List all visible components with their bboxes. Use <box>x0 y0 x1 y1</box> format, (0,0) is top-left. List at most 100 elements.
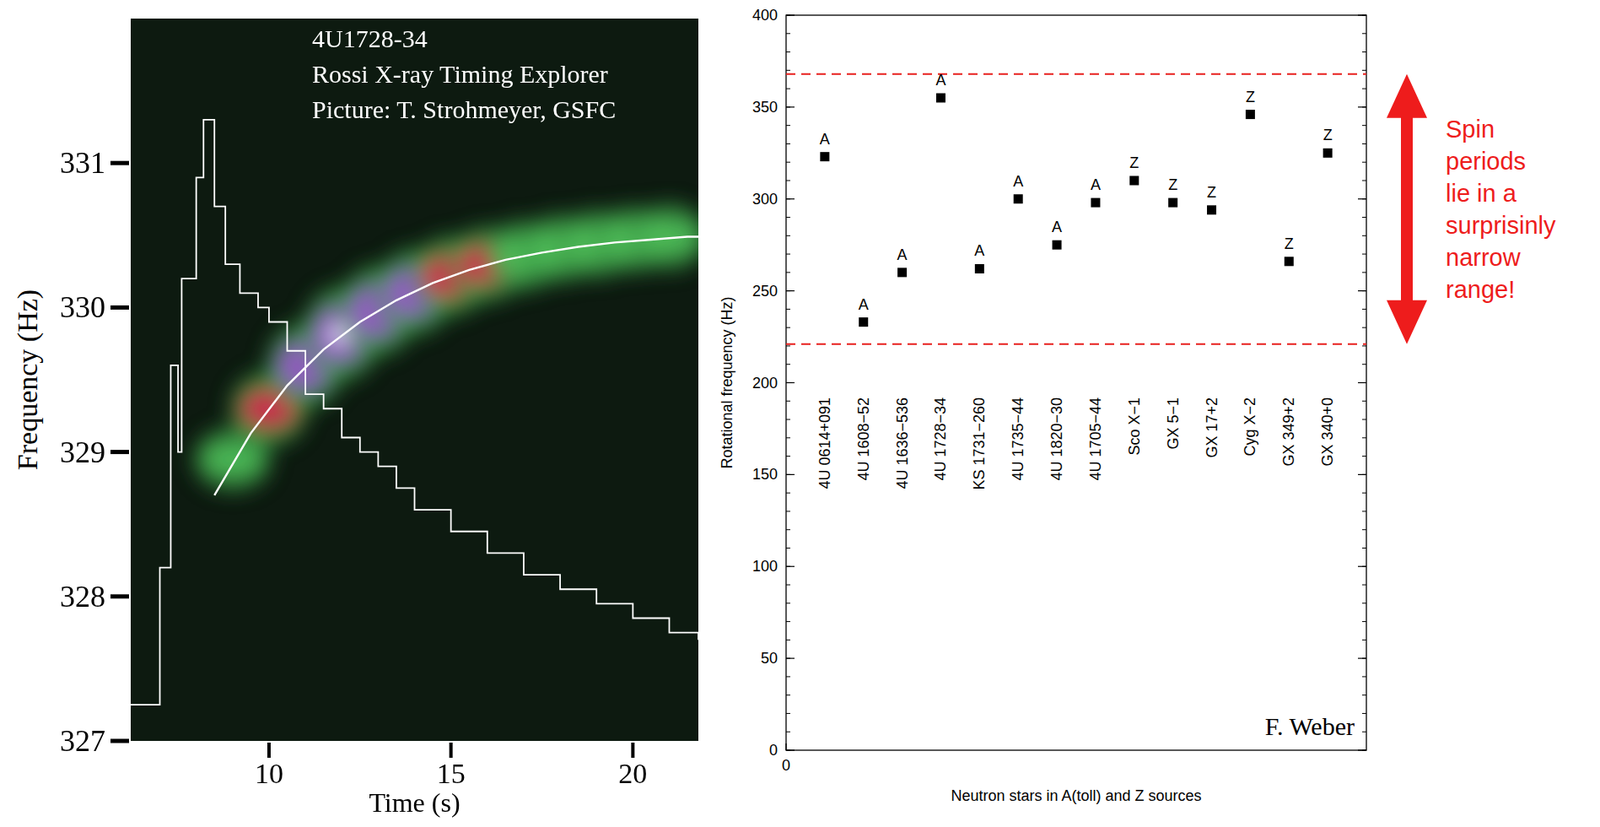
y-tick <box>1357 657 1367 659</box>
class-label: A <box>819 130 830 148</box>
category-label: 4U 1728−34 <box>931 397 949 481</box>
category-label: GX 349+2 <box>1280 397 1298 467</box>
y-tick <box>1357 474 1367 475</box>
minor-tick <box>1362 327 1367 329</box>
fit-curve <box>214 237 699 496</box>
point <box>1206 204 1217 215</box>
minor-tick <box>1362 344 1367 346</box>
power-core <box>204 443 262 475</box>
y-tick <box>110 738 130 744</box>
class-label: A <box>1012 172 1024 190</box>
y-tick-label: 400 <box>752 6 778 24</box>
class-label: A <box>858 296 869 313</box>
point <box>1013 193 1024 204</box>
annotation: Rossi X-ray Timing Explorer <box>312 59 609 88</box>
minor-tick <box>786 602 791 604</box>
minor-tick <box>786 528 791 530</box>
x-tick <box>267 742 271 758</box>
minor-tick <box>786 235 791 237</box>
light-curve <box>130 119 699 705</box>
point <box>1129 175 1139 185</box>
annotation: Picture: T. Strohmeyer, GSFC <box>312 95 616 124</box>
minor-tick <box>786 584 791 586</box>
y-tick-label: 0 <box>769 741 778 759</box>
point <box>1245 109 1256 119</box>
class-label: Z <box>1284 235 1294 253</box>
range-note-line: narrow <box>1445 243 1522 271</box>
minor-tick <box>1362 400 1367 402</box>
figure: 4U1728-34 Rossi X-ray Timing Explorer Pict… <box>0 0 1600 827</box>
point <box>819 151 830 162</box>
y-tick-label: 150 <box>752 465 778 483</box>
y-tick-label: 50 <box>760 649 778 667</box>
minor-tick <box>786 308 791 310</box>
minor-tick <box>1362 253 1367 255</box>
y-tick <box>110 305 130 310</box>
power-band <box>193 203 699 491</box>
y-tick <box>786 14 795 16</box>
minor-tick <box>1362 271 1367 273</box>
y-tick <box>1357 748 1367 750</box>
minor-tick <box>1362 436 1367 438</box>
minor-tick <box>1362 584 1367 586</box>
reference-line <box>786 343 1367 345</box>
y-tick-label: 300 <box>752 190 778 208</box>
minor-tick <box>786 436 791 438</box>
range-note-line: Spin <box>1445 115 1495 143</box>
minor-tick <box>1362 639 1367 641</box>
point <box>936 92 946 103</box>
y-tick <box>1357 106 1367 108</box>
range-note-line: surprisinly <box>1445 211 1557 239</box>
minor-tick <box>1362 363 1367 365</box>
class-label: Z <box>1129 154 1139 172</box>
class-label: A <box>935 71 946 89</box>
minor-tick <box>1362 88 1367 90</box>
category-label: GX 5−1 <box>1164 397 1182 450</box>
minor-tick <box>1362 602 1367 604</box>
y-tick-label: 327 <box>59 723 106 758</box>
minor-tick <box>786 547 791 549</box>
minor-tick <box>1362 32 1367 34</box>
y-tick-label: 330 <box>59 290 106 324</box>
minor-tick <box>786 70 791 71</box>
minor-tick <box>1362 528 1367 530</box>
point <box>1168 198 1178 208</box>
minor-tick <box>1362 620 1367 622</box>
x-tick <box>785 743 787 750</box>
range-note-line: lie in a <box>1445 179 1518 207</box>
minor-tick <box>786 639 791 641</box>
minor-tick <box>786 161 791 163</box>
y-tick <box>786 748 795 750</box>
class-label: Z <box>1245 88 1256 106</box>
category-label: GX 340+0 <box>1319 397 1337 467</box>
class-label: A <box>897 246 908 264</box>
x-tick-label: 20 <box>618 757 647 789</box>
minor-tick <box>1362 216 1367 218</box>
category-label: 4U 1735−44 <box>1009 397 1027 481</box>
minor-tick <box>1362 694 1367 695</box>
credit: F. Weber <box>1265 711 1355 740</box>
x-tick <box>630 742 635 758</box>
minor-tick <box>786 731 791 733</box>
minor-tick <box>786 492 791 494</box>
minor-tick <box>786 88 791 90</box>
x-tick <box>449 742 453 758</box>
category-label: 4U 1820−30 <box>1048 397 1066 481</box>
point <box>975 263 985 274</box>
class-label: A <box>974 242 985 259</box>
minor-tick <box>786 455 791 457</box>
plot-area-left <box>130 18 699 741</box>
minor-tick <box>1362 731 1367 733</box>
y-tick <box>786 657 795 659</box>
point <box>1052 240 1062 250</box>
class-label: A <box>1090 176 1101 194</box>
minor-tick <box>786 419 791 421</box>
minor-tick <box>1362 143 1367 145</box>
category-label: 4U 0614+091 <box>816 397 834 490</box>
minor-tick <box>786 179 791 181</box>
point <box>1090 198 1100 208</box>
minor-tick <box>786 620 791 622</box>
range-note-line: periods <box>1445 147 1526 175</box>
annotation: 4U1728-34 <box>312 24 428 53</box>
y-axis-title: Frequency (Hz) <box>11 289 44 470</box>
